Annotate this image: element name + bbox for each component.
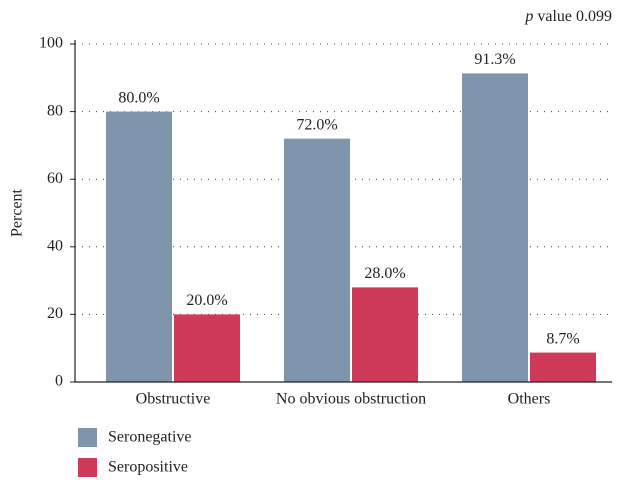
y-tick-label: 60: [47, 170, 63, 187]
y-tick-label: 100: [39, 35, 63, 52]
value-label: 80.0%: [118, 89, 159, 106]
legend-swatch: [78, 458, 97, 477]
x-tick-label: Obstructive: [136, 391, 211, 408]
legend-label: Seropositive: [108, 459, 188, 476]
x-tick-label: No obvious obstruction: [276, 391, 426, 408]
bar: [284, 138, 350, 382]
value-label: 8.7%: [546, 330, 579, 347]
y-tick-label: 80: [47, 102, 63, 119]
y-tick-label: 40: [47, 237, 63, 254]
value-label: 20.0%: [186, 292, 227, 309]
y-tick-label: 0: [55, 373, 63, 390]
value-label: 72.0%: [296, 116, 337, 133]
value-label: 28.0%: [364, 265, 405, 282]
x-tick-label: Others: [508, 391, 551, 408]
bar: [462, 73, 528, 382]
bar: [106, 111, 172, 382]
value-label: 91.3%: [474, 51, 515, 68]
legend-label: Seronegative: [108, 429, 192, 446]
legend-swatch: [78, 428, 97, 447]
y-tick-label: 20: [47, 305, 63, 322]
annotation: p value 0.099: [525, 8, 612, 25]
y-axis-label: Percent: [9, 188, 26, 237]
bar: [352, 287, 418, 382]
bar: [174, 314, 240, 382]
bar: [530, 352, 596, 382]
